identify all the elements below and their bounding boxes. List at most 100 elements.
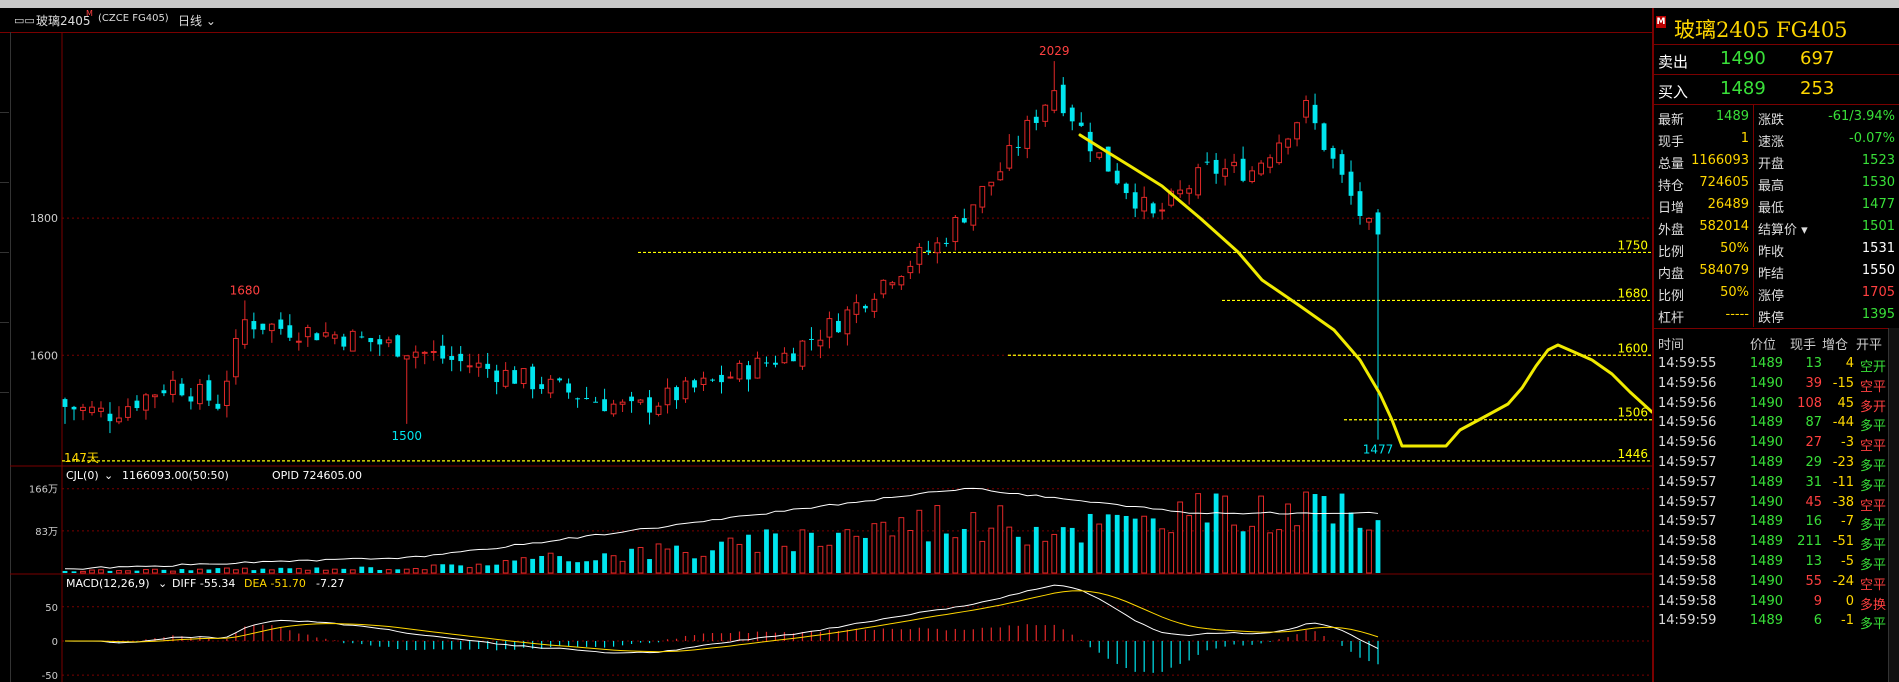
volume-bar: [430, 564, 437, 574]
candle-body: [1276, 142, 1282, 164]
candle-body: [1141, 196, 1148, 212]
candle-body: [988, 181, 995, 187]
candle-body: [458, 353, 464, 362]
y-tick-label: 166万: [29, 485, 58, 496]
candle-body: [1267, 157, 1273, 168]
volume-bar: [1231, 524, 1238, 574]
candle-body: [1114, 170, 1120, 184]
low-label: 1500: [391, 429, 422, 443]
candle-body: [1231, 161, 1238, 167]
candle-body: [377, 339, 383, 345]
stat-label: 总量: [1658, 157, 1685, 172]
title-marker: M: [86, 9, 93, 18]
candle-body: [1204, 161, 1210, 163]
ticks-scrollbar[interactable]: [1888, 328, 1899, 682]
stat-label: 日增: [1658, 201, 1685, 216]
stat-label: 涨停: [1758, 289, 1785, 304]
candle-body: [1078, 122, 1084, 126]
ask-row[interactable]: 卖出 1490 697: [1654, 45, 1899, 73]
stat-value: 1166093: [1691, 153, 1749, 168]
volume-bar: [799, 529, 806, 574]
stat-label: 内盘: [1658, 267, 1685, 282]
volume-bar: [232, 569, 239, 574]
volume-bar: [412, 567, 419, 574]
tick-row: 14:59:57 1489 16 -7 多平: [1654, 510, 1899, 534]
bid-volume: 253: [1800, 78, 1835, 99]
candle-body: [889, 282, 896, 286]
volume-bar: [377, 569, 383, 573]
candle-body: [1105, 146, 1111, 172]
volume-bar: [152, 568, 158, 574]
volume-indicator-label: CJL(0): [66, 469, 99, 482]
macd-indicator-label: MACD(12,26,9): [66, 577, 150, 590]
price-level-label: 1600: [1617, 341, 1648, 355]
stat-label[interactable]: 结算价: [1758, 223, 1798, 238]
tick-time: 14:59:56: [1658, 435, 1717, 451]
candle-body: [304, 327, 311, 338]
candle-body: [1330, 148, 1336, 159]
tick-time: 14:59:57: [1658, 455, 1717, 470]
stat-value: 1395: [1861, 307, 1895, 322]
tick-oi: -11: [1832, 474, 1854, 490]
stat-value: 1501: [1861, 219, 1895, 234]
period-selector[interactable]: 日线 ⌄: [178, 14, 216, 28]
volume-bar: [862, 537, 868, 573]
tick-type: 空平: [1860, 439, 1887, 455]
volume-bar: [674, 545, 679, 573]
candle-body: [1069, 107, 1075, 122]
candle-body: [1096, 152, 1103, 158]
tick-time: 14:59:57: [1658, 514, 1717, 530]
volume-bar: [359, 566, 365, 573]
candle-body: [692, 380, 697, 388]
volume-bar: [898, 517, 905, 574]
candle-body: [251, 321, 257, 330]
stat-label: 最新: [1658, 113, 1685, 128]
candle-body: [116, 417, 122, 423]
quote-row: 内盘 584079 昨结 1550: [1654, 260, 1899, 282]
stat-value: 50%: [1720, 285, 1749, 300]
tick-row: 14:59:56 1489 87 -44 多平: [1654, 411, 1899, 435]
quote-row: 日增 26489 最低 1477: [1654, 194, 1899, 216]
bid-row[interactable]: 买入 1489 253: [1654, 75, 1899, 103]
tick-time: 14:59:57: [1658, 494, 1717, 510]
y-tick-label: -50: [42, 671, 58, 682]
volume-bar: [764, 529, 769, 573]
contract-marker: M: [1656, 16, 1666, 28]
volume-bar: [997, 505, 1004, 574]
open-interest-label: OPID 724605.00: [272, 469, 362, 482]
kline-chart[interactable]: 1600 1800 1750 1680 1600 1506 1446 2029 1680 1500…: [0, 0, 1652, 682]
candle-body: [1042, 104, 1049, 122]
volume-bar: [836, 532, 841, 573]
stat-value: 26489: [1707, 197, 1749, 212]
tick-oi: -23: [1832, 455, 1854, 470]
side-tab[interactable]: [0, 122, 9, 183]
tick-type: 多平: [1860, 617, 1887, 633]
side-tab[interactable]: [0, 332, 9, 393]
candle-body: [98, 407, 104, 412]
volume-bar: [754, 551, 761, 574]
volume-bar: [566, 561, 572, 573]
volume-bar: [223, 567, 230, 574]
volume-bar: [341, 568, 347, 573]
volume-bar: [952, 537, 959, 574]
stat-label: 昨结: [1758, 267, 1785, 282]
volume-bar: [502, 560, 509, 574]
side-tab[interactable]: [0, 192, 9, 253]
window-menu-icon[interactable]: ▭▭: [14, 14, 35, 27]
candle-body: [1339, 154, 1345, 175]
candle-body: [161, 390, 167, 394]
tick-time: 14:59:58: [1658, 573, 1717, 589]
candle-body: [125, 406, 131, 418]
candle-body: [223, 380, 230, 406]
tick-row: 14:59:59 1489 6 -1 多平: [1654, 609, 1899, 633]
side-tab[interactable]: [0, 52, 9, 113]
volume-bar: [143, 569, 149, 574]
candle-body: [403, 355, 410, 360]
volume-value-label: 1166093.00(50:50): [122, 469, 229, 482]
tick-row: 14:59:56 1490 39 -15 空平: [1654, 372, 1899, 396]
settlement-dropdown[interactable]: 结算价 ▾: [1758, 219, 1808, 238]
candle-body: [952, 216, 959, 243]
chevron-down-icon[interactable]: ▾: [1797, 223, 1808, 238]
side-tab[interactable]: [0, 262, 9, 323]
volume-bar: [278, 567, 284, 573]
